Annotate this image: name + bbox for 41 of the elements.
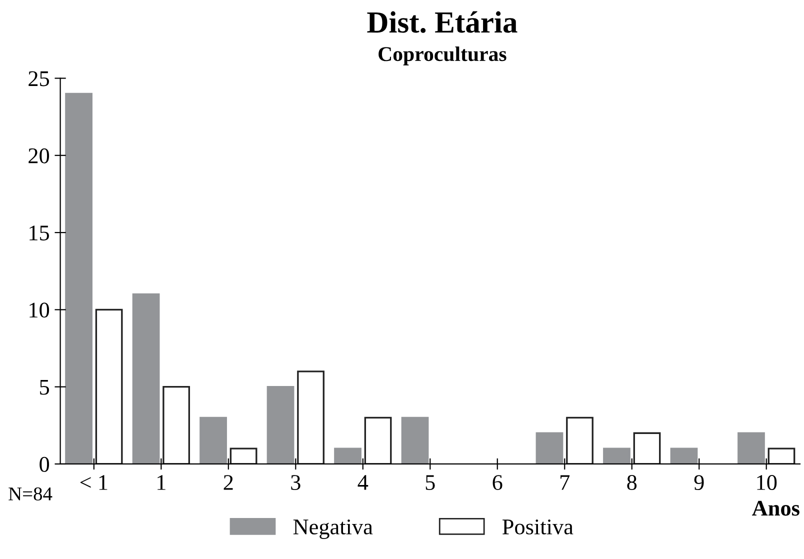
x-tick-label: 6 [492,475,502,490]
legend-label: Negativa [293,519,373,539]
bar [401,416,429,464]
x-tick-label: 9 [694,475,704,490]
bar [95,308,123,464]
x-tick-label: < 1 [80,475,108,490]
x-tick-label: 4 [358,475,368,490]
y-tick-label: 10 [30,302,50,318]
bar [65,92,92,464]
bar [132,293,160,464]
bar [334,448,362,464]
bar [266,386,294,464]
bar [230,448,258,464]
bar [200,416,227,464]
bar [633,432,661,464]
x-tick-label: 5 [426,475,435,490]
bar [768,448,796,464]
chart-title: Dist. Etária [367,11,518,33]
legend-label: Positiva [502,519,574,534]
bar [162,386,190,464]
bar [297,370,324,464]
y-tick-label: 5 [40,380,50,395]
bar [670,448,698,464]
x-tick-label: 3 [291,475,300,490]
x-tick-label: 8 [627,475,637,490]
y-tick-label: 15 [30,226,50,240]
y-tick-label: 25 [28,71,50,86]
bar [536,432,564,464]
bar [738,432,765,464]
y-tick-label: 20 [28,148,50,164]
bar [603,448,630,464]
x-axis-title: Anos [752,500,800,516]
x-tick-label: 2 [224,475,233,490]
bar [364,416,392,464]
x-tick-label: 7 [560,475,570,490]
x-tick-label: 10 [757,475,777,490]
chart-subtitle: Coproculturas [378,46,506,66]
y-tick-label: 0 [40,456,50,472]
bar [566,416,594,464]
x-tick-label: 1 [158,475,166,490]
text: N=84 [8,487,52,500]
